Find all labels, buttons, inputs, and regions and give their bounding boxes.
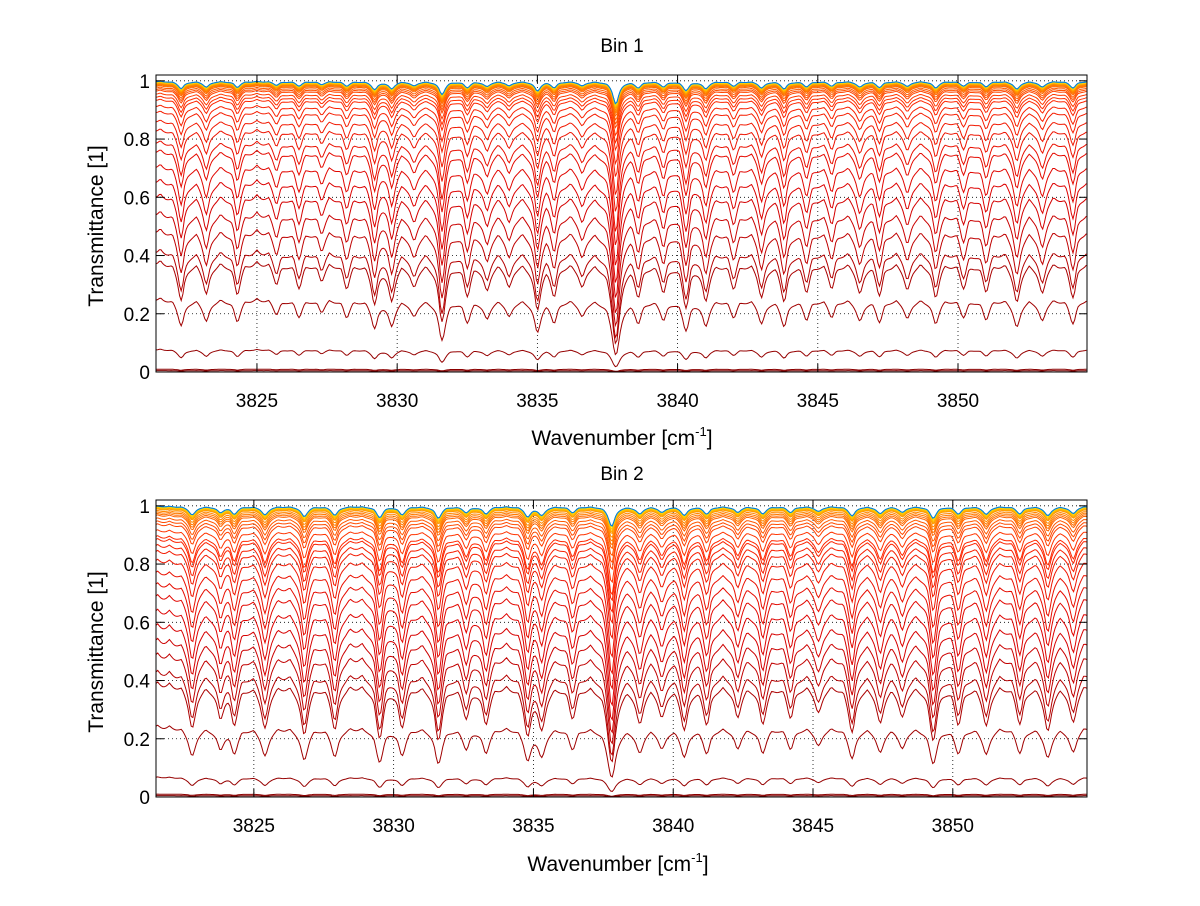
spectrum-line-35 <box>155 505 1088 527</box>
x-axis-label: Wavenumber [cm-1] <box>527 850 708 876</box>
y-tick-label: 0.8 <box>124 130 150 151</box>
x-tick-label: 3830 <box>373 816 415 837</box>
x-axis-label-sup: -1 <box>695 424 707 439</box>
spectrum-line-11 <box>155 164 1087 266</box>
spectrum-line-14 <box>155 128 1087 212</box>
spectrum-line-2 <box>155 793 1087 797</box>
spectrum-line-19 <box>155 529 1088 584</box>
x-tick-label: 3825 <box>233 816 275 837</box>
y-tick-label: 0.4 <box>124 672 151 693</box>
spectrum-line-18 <box>155 98 1087 152</box>
axes-frame <box>155 499 1088 798</box>
x-axis-label: Wavenumber [cm-1] <box>531 424 712 450</box>
spectrum-line-3 <box>155 776 1088 792</box>
spectrum-line-22 <box>155 517 1088 557</box>
spectrum-line-28 <box>155 507 1088 533</box>
y-tick-label: 0.6 <box>124 613 150 634</box>
chart-title: Bin 2 <box>600 464 643 485</box>
spectrum-line-4 <box>155 297 1087 356</box>
spectrum-line-1 <box>156 370 1087 373</box>
y-tick-label: 1 <box>139 72 150 93</box>
spectrum-line-21 <box>155 520 1088 564</box>
y-tick-label: 1 <box>139 497 150 518</box>
spectrum-line-3 <box>155 348 1087 368</box>
axes-bin-2: Bin 2 Wavenumber [cm-1] Transmittance [1… <box>85 464 1088 876</box>
spectrum-line-18 <box>155 535 1088 596</box>
spectrum-line-5 <box>155 260 1087 345</box>
y-tick-label: 0 <box>139 363 150 384</box>
x-tick-label: 3840 <box>652 816 694 837</box>
x-tick-label: 3825 <box>236 391 278 412</box>
spectrum-line-12 <box>155 582 1088 675</box>
spectrum-line-7 <box>155 228 1087 328</box>
spectrum-line-11 <box>155 593 1088 690</box>
spectrum-line-6 <box>155 669 1088 757</box>
x-tick-label: 3835 <box>512 816 554 837</box>
x-axis-label-text: Wavenumber [cm <box>527 853 691 876</box>
x-tick-label: 3845 <box>797 391 839 412</box>
spectrum-line-16 <box>155 110 1087 177</box>
spectrum-line-7 <box>155 652 1088 745</box>
x-tick-label: 3830 <box>376 391 418 412</box>
y-tick-label: 0 <box>139 788 150 809</box>
x-axis-label-sup: -1 <box>691 850 703 865</box>
spectrum-line-29 <box>155 507 1088 532</box>
spectrum-line-17 <box>155 538 1088 602</box>
y-tick-label: 0.4 <box>124 247 151 268</box>
spectrum-line-9 <box>155 623 1088 722</box>
spectrum-line-6 <box>155 249 1087 340</box>
spectrum-line-23 <box>155 514 1088 550</box>
spectrum-line-22 <box>155 88 1087 126</box>
x-tick-label: 3850 <box>937 391 979 412</box>
spectrum-line-10 <box>155 608 1088 707</box>
axes-bin-1: Bin 1 Wavenumber [cm-1] Transmittance [1… <box>85 36 1088 450</box>
spectrum-line-13 <box>155 570 1088 659</box>
y-tick-label: 0.2 <box>124 305 150 326</box>
spectrum-line-20 <box>155 92 1087 137</box>
x-tick-label: 3845 <box>792 816 834 837</box>
x-axis-label-text: Wavenumber [cm <box>531 427 695 450</box>
spectrum-line-8 <box>155 211 1087 313</box>
x-tick-label: 3840 <box>656 391 698 412</box>
x-tick-label: 3835 <box>516 391 558 412</box>
spectrum-line-5 <box>155 681 1088 763</box>
spectrum-line-15 <box>155 119 1087 195</box>
spectrum-line-20 <box>155 523 1088 571</box>
spectrum-line-17 <box>155 104 1087 166</box>
spectrum-line-23 <box>155 86 1087 121</box>
spectrum-line-36 <box>155 80 1087 105</box>
x-tick-label: 3850 <box>932 816 974 837</box>
spectrum-line-27 <box>155 508 1088 535</box>
y-tick-label: 0.6 <box>124 188 150 209</box>
spectrum-line-1 <box>156 795 1087 798</box>
y-tick-label: 0.2 <box>124 730 150 751</box>
spectrum-line-19 <box>155 95 1087 145</box>
spectrum-line-25 <box>155 511 1088 542</box>
spectrum-line-10 <box>155 179 1087 283</box>
spectrum-line-8 <box>155 637 1088 734</box>
y-tick-label: 0.8 <box>124 555 150 576</box>
y-axis-label: Transmittance [1] <box>85 571 108 732</box>
spectrum-line-9 <box>155 193 1087 298</box>
y-axis-label: Transmittance [1] <box>85 145 108 306</box>
spectrum-line-13 <box>155 140 1087 232</box>
spectrum-line-12 <box>155 149 1087 246</box>
spectrum-line-26 <box>155 509 1088 539</box>
spectrum-line-30 <box>155 506 1088 530</box>
spectrum-line-2 <box>156 368 1087 372</box>
x-axis-label-end: ] <box>707 427 713 450</box>
spectrum-line-15 <box>155 549 1088 625</box>
spectrum-line-21 <box>155 89 1087 129</box>
spectrum-line-24 <box>155 85 1087 118</box>
axes-frame <box>155 74 1088 373</box>
spectrum-line-14 <box>155 558 1088 640</box>
chart-title: Bin 1 <box>600 36 643 57</box>
spectrum-line-16 <box>155 543 1088 614</box>
spectrum-line-24 <box>155 512 1088 546</box>
spectrum-line-4 <box>155 724 1088 778</box>
x-axis-label-end: ] <box>703 853 709 876</box>
